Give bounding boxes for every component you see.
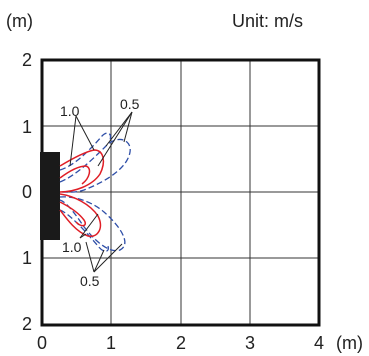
unit-caption: Unit: m/s: [232, 11, 303, 31]
leader-bottom-outer-c: [85, 241, 95, 273]
x-tick-1: 1: [106, 333, 116, 353]
leader-top-outer-c: [97, 111, 133, 167]
contour-0-5: [59, 132, 131, 252]
x-tick-4: 4: [314, 333, 324, 353]
x-tick-0: 0: [37, 333, 47, 353]
contour-0-5-lower-outer: [59, 209, 110, 252]
air-outlet: [40, 152, 60, 240]
leader-top-outer-a: [105, 111, 133, 147]
y-unit-label: (m): [6, 11, 33, 31]
leader-bottom-outer-a: [93, 243, 123, 273]
y-ticks: 2 1 0 1 2: [22, 50, 32, 334]
contour-0-5-lower: [59, 196, 126, 252]
y-tick-3: 1: [22, 248, 32, 268]
contour-0-5-upper-outer: [59, 132, 112, 171]
contour-1-0-lower-core: [59, 201, 87, 227]
leader-top-inner-a: [69, 115, 77, 167]
leader-bottom-inner-a: [79, 213, 99, 239]
contour-0-5-upper: [59, 138, 131, 193]
x-tick-3: 3: [245, 333, 255, 353]
y-tick-0: 2: [22, 50, 32, 70]
leader-bottom-inner-b: [79, 233, 87, 239]
contour-1-0-upper-core: [59, 165, 91, 185]
leader-lines: [69, 111, 133, 273]
leader-top-inner-b: [75, 115, 95, 151]
contour-1-0: [59, 149, 105, 237]
grid: [42, 60, 319, 325]
x-unit-label: (m): [336, 333, 363, 353]
leader-bottom-outer-b: [93, 249, 105, 273]
x-tick-2: 2: [176, 333, 186, 353]
y-tick-4: 2: [22, 314, 32, 334]
leader-top-outer-b: [123, 111, 133, 143]
contour-1-0-lower: [59, 193, 102, 237]
y-tick-1: 1: [22, 117, 32, 137]
label-bottom-outer: 0.5: [80, 273, 100, 289]
label-top-outer: 0.5: [120, 96, 140, 112]
x-ticks: 0 1 2 3 4: [37, 333, 324, 353]
label-bottom-inner: 1.0: [62, 239, 82, 255]
label-top-inner: 1.0: [60, 103, 80, 119]
y-tick-2: 0: [22, 182, 32, 202]
contour-1-0-upper: [59, 149, 105, 193]
